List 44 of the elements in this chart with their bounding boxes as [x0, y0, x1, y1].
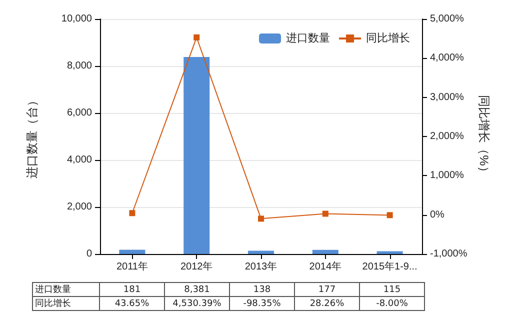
data-label: 177: [294, 282, 360, 296]
point: [129, 210, 136, 216]
y-tick-label: 10,000: [61, 14, 92, 24]
data-label: 4,530.39%: [164, 296, 230, 310]
bar: [184, 57, 210, 254]
point: [386, 212, 393, 218]
y2-tick-label: 2,000%: [430, 131, 464, 142]
y-tick-label: 6,000: [66, 108, 92, 118]
y-tick-label: 2,000: [66, 202, 92, 212]
y-tick-label: 4,000: [66, 154, 92, 166]
point: [322, 210, 328, 217]
y2-tick-label: 5,000%: [430, 14, 464, 24]
y-axis-title: 进口数量（台）: [25, 94, 39, 178]
y2-tick-label: 0%: [430, 209, 445, 220]
y-tick-label: 0: [86, 248, 92, 260]
x-tick-label: 2012年: [180, 260, 213, 272]
text: 同比增长: [35, 299, 71, 309]
x-tick-label: 2013年: [244, 260, 278, 272]
legend-label: 进口数量: [286, 32, 330, 44]
x-tick-label: 2015年1-9...: [362, 260, 418, 272]
data-label: 8,381: [164, 282, 230, 296]
data-label: 181: [100, 282, 164, 296]
x-tick-label: 2014年: [309, 260, 342, 272]
bar: [376, 251, 403, 254]
data-label: 138: [230, 282, 294, 296]
y2-tick-label: -1,000%: [430, 248, 468, 260]
data-label: 115: [360, 282, 424, 296]
y2-tick-label: 4,000%: [430, 52, 464, 64]
data-label: -8.00%: [360, 296, 424, 310]
bar: [119, 250, 146, 254]
data-label: 28.26%: [294, 296, 360, 310]
bar: [248, 250, 274, 254]
bar: [312, 250, 338, 254]
y2-tick-label: 3,000%: [430, 92, 464, 103]
x-tick-label: 2011年: [116, 260, 148, 272]
point: [258, 216, 264, 222]
y-tick-label: 8,000: [66, 60, 92, 72]
point: [194, 34, 200, 40]
data-label: -98.35%: [230, 296, 294, 310]
text: 进口数量: [35, 285, 71, 295]
data-label: 43.65%: [100, 296, 164, 310]
legend-label: 同比增长: [366, 32, 410, 44]
y2-axis-title: 同比增长（%）: [477, 95, 492, 178]
y2-tick-label: 1,000%: [430, 170, 464, 182]
